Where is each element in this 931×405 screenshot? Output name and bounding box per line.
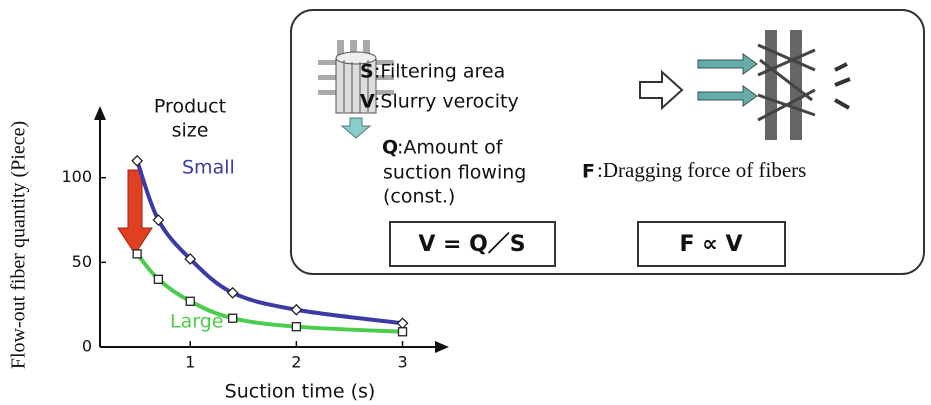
marker [154,275,162,283]
formula: V = Q／S [418,232,525,257]
y-tick-label: 100 [61,167,92,186]
v-key: V [360,91,375,113]
s-key: S [360,61,374,83]
marker [229,314,237,322]
f-text: :Dragging force of fibers [597,158,806,182]
formula: F ∝ V [679,232,742,257]
q-key: Q [382,137,398,159]
marker [399,328,407,336]
y-tick-label: 50 [72,252,92,271]
marker [186,297,194,305]
q-line: (const.) [383,186,455,208]
marker [292,323,300,331]
marker [132,156,142,166]
marker [398,318,408,328]
y-tick-label: 0 [82,337,92,356]
y-axis-arrow [94,106,106,120]
marker [133,250,141,258]
legend-label: Small [182,157,235,179]
legend-label: Large [170,311,223,333]
annotation: size [172,120,209,142]
q-text: :Amount of [397,137,504,159]
v-text: :Slurry verocity [374,91,519,113]
x-axis-arrow [435,341,449,353]
annotation: Product [154,96,226,118]
x-tick-label: 1 [185,353,195,372]
x-tick-label: 2 [291,353,301,372]
x-axis-title: Suction time (s) [225,381,376,403]
x-tick-label: 3 [397,353,407,372]
y-axis-title: Flow-out fiber quantity (Piece) [8,121,30,369]
marker [291,305,301,315]
q-line: suction flowing [383,162,526,184]
reduction-arrow [118,170,152,254]
figure: S :Filtering area V :Slurry verocity Q :… [0,0,931,405]
f-key: F [582,161,595,183]
s-text: :Filtering area [374,61,505,83]
page: S :Filtering area V :Slurry verocity Q :… [0,0,931,405]
